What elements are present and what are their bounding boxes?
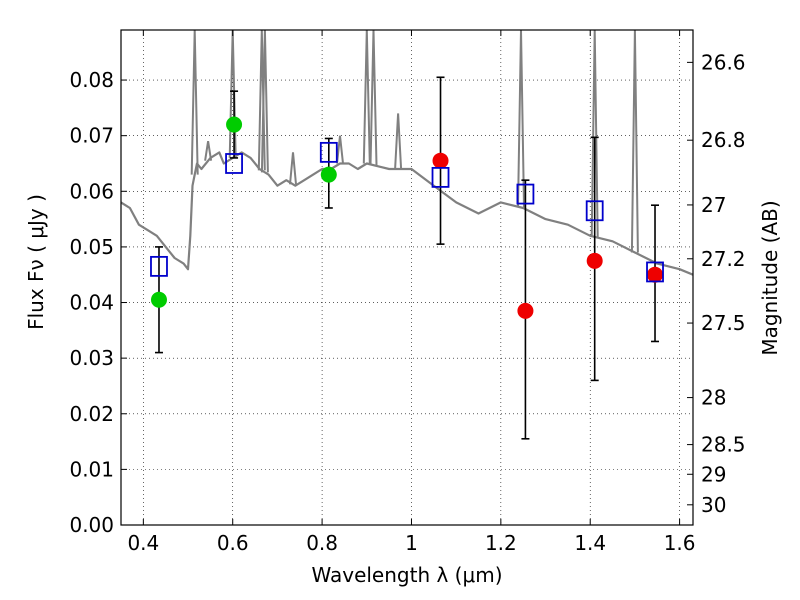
model-square-point	[319, 141, 338, 163]
x-tick-label: 0.6	[217, 531, 249, 555]
axes: 0.4 0.6 0.8 1 1.2 1.4 1.6 0.00 0.01 0.02 0.03 0.04 0…	[69, 30, 746, 555]
green-data-point	[150, 291, 167, 308]
sed-emission-spike	[369, 30, 378, 166]
x-tick-label: 0.4	[127, 531, 159, 555]
x-tick-label: 1.6	[664, 531, 696, 555]
y2-tick-label: 28	[701, 386, 726, 410]
red-data-point	[586, 252, 603, 269]
sed-emission-spike	[190, 30, 199, 175]
sed-emission-spike	[517, 30, 525, 208]
model-square-point	[585, 200, 604, 222]
x-tick-label: 1.4	[574, 531, 606, 555]
red-data-point	[517, 302, 534, 319]
x-tick-label: 1.2	[485, 531, 517, 555]
green-data-point	[320, 166, 337, 183]
plot-content	[121, 30, 693, 440]
y2-tick-label: 27	[701, 193, 726, 217]
sed-emission-spike	[336, 135, 344, 164]
red-data-point	[432, 152, 449, 169]
y-tick-label: 0.06	[69, 179, 114, 203]
x-tick-label: 0.8	[306, 531, 338, 555]
x-tick-label: 1	[405, 531, 418, 555]
sed-emission-spike	[260, 30, 269, 173]
y-axis-title: Flux Fν ( μJy )	[24, 194, 48, 330]
y-tick-label: 0.02	[69, 402, 114, 426]
y2-axis-title: Magnitude (AB)	[758, 200, 782, 355]
red-data-point	[647, 266, 664, 283]
y2-tick-label: 30	[701, 493, 726, 517]
y2-tick-label: 28.5	[701, 433, 746, 457]
y-tick-label: 0.04	[69, 291, 114, 315]
model-square-point	[516, 183, 535, 205]
model-square-point	[225, 153, 243, 174]
plot-frame	[120, 29, 694, 526]
green-data-point	[226, 116, 243, 133]
model-square-point	[150, 255, 168, 277]
sed-emission-spike	[362, 30, 371, 164]
y2-tick-label: 26.8	[701, 128, 746, 152]
y-tick-label: 0.08	[69, 68, 114, 92]
y-tick-label: 0.03	[69, 346, 114, 370]
y2-tick-label: 29	[701, 462, 726, 486]
sed-emission-spike	[289, 152, 297, 185]
sed-emission-spike	[204, 141, 213, 161]
model-square-point	[646, 261, 664, 283]
sed-emission-spike	[394, 113, 403, 170]
sed-emission-spike	[630, 30, 639, 253]
y2-tick-label: 27.5	[701, 311, 746, 335]
y2-tick-label: 27.2	[701, 247, 746, 271]
x-axis-title: Wavelength λ (μm)	[311, 563, 502, 587]
y-tick-label: 0.05	[69, 235, 114, 259]
model-square-point	[431, 166, 450, 188]
sed-emission-spike	[590, 30, 599, 237]
y-tick-label: 0.00	[69, 513, 114, 537]
plot-background	[121, 30, 693, 525]
y-tick-label: 0.07	[69, 124, 114, 148]
y2-tick-label: 26.6	[701, 50, 746, 74]
y-tick-label: 0.01	[69, 457, 114, 481]
